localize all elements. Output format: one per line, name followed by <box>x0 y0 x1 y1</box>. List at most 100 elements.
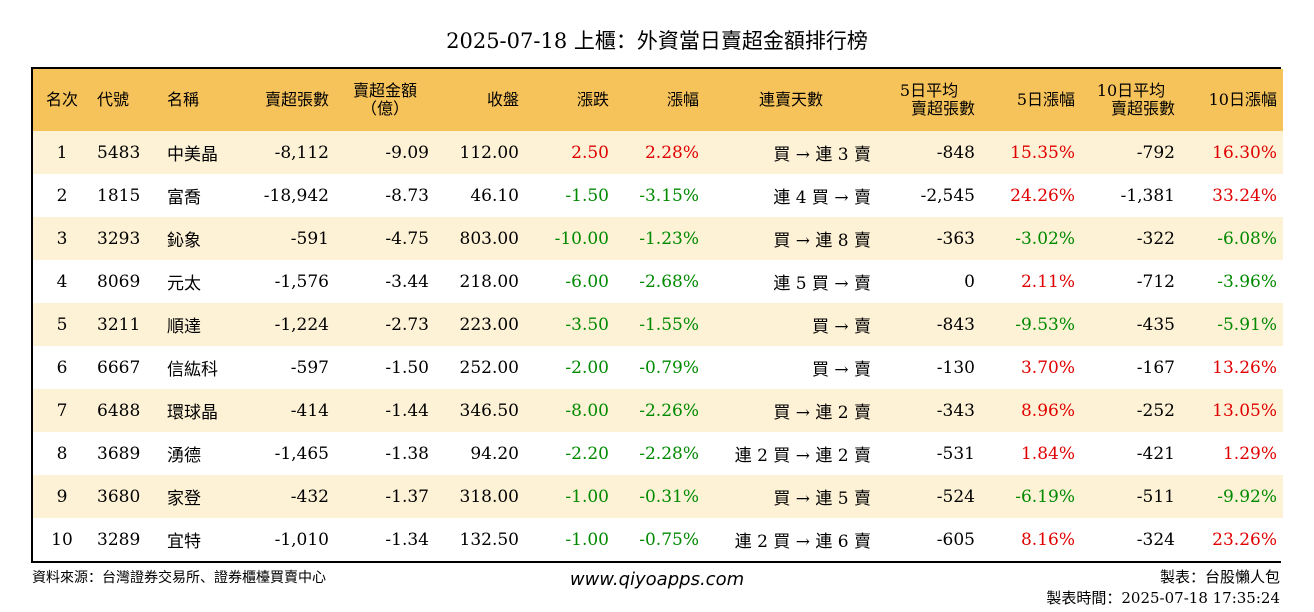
cell-name: 元太 <box>167 274 201 294</box>
cell-avg5: -531 <box>936 443 975 464</box>
cell-avg5: -605 <box>936 529 975 550</box>
cell-pct: 2.28% <box>644 142 699 163</box>
maker-label: 製表：台股懶人包 <box>1159 568 1280 586</box>
cell-pct5: 3.70% <box>1020 357 1075 378</box>
cell-avg10: -421 <box>1136 443 1175 464</box>
cell-pct5: 2.11% <box>1020 271 1075 292</box>
header-rank: 名次 <box>45 90 78 109</box>
ranking-table: 名次 代號 名稱 賣超張數 賣超金額 （億） 收盤 漲跌 漲幅 連賣天數 5日平… <box>33 69 1283 561</box>
cell-avg5: -343 <box>936 400 975 421</box>
table-row: 5 3211 順達 -1,224 -2.73 223.00 -3.50 -1.5… <box>33 303 1283 346</box>
cell-change: -2.00 <box>565 357 609 378</box>
cell-pct: -2.26% <box>639 400 699 421</box>
header-sell-amount-line2: （億） <box>360 99 409 118</box>
cell-pct10: -9.92% <box>1217 486 1277 507</box>
cell-avg5: -2,545 <box>920 185 975 206</box>
table-body: 1 5483 中美晶 -8,112 -9.09 112.00 2.50 2.28… <box>33 131 1283 561</box>
cell-avg5: 0 <box>964 271 975 292</box>
header-avg5-line2: 賣超張數 <box>910 99 975 118</box>
cell-streak: 買 → 連 3 賣 <box>773 145 871 165</box>
table-row: 6 6667 信紘科 -597 -1.50 252.00 -2.00 -0.79… <box>33 346 1283 389</box>
header-sell-amount-line1: 賣超金額 <box>352 81 417 100</box>
header-change: 漲跌 <box>576 90 609 109</box>
cell-close: 46.10 <box>470 185 519 206</box>
cell-pct10: 13.26% <box>1212 357 1277 378</box>
cell-name: 中美晶 <box>167 145 218 165</box>
cell-sell-amount: -1.37 <box>385 486 429 507</box>
cell-close: 94.20 <box>470 443 519 464</box>
cell-close: 112.00 <box>459 142 519 163</box>
cell-rank: 1 <box>56 142 68 163</box>
maker-info: 製表：台股懶人包 製表時間：2025-07-18 17:35:24 <box>1046 567 1280 609</box>
page-title: 2025-07-18 上櫃：外資當日賣超金額排行榜 <box>446 29 868 53</box>
cell-sell-amount: -4.75 <box>385 228 429 249</box>
cell-code: 1815 <box>97 185 141 206</box>
cell-change: -8.00 <box>565 400 609 421</box>
cell-change: -1.00 <box>565 529 609 550</box>
cell-avg5: -843 <box>936 314 975 335</box>
cell-pct: -0.31% <box>639 486 699 507</box>
cell-rank: 8 <box>56 443 68 464</box>
cell-pct: -2.28% <box>639 443 699 464</box>
cell-sell-shares: -1,010 <box>274 529 329 550</box>
cell-code: 3680 <box>97 486 141 507</box>
ranking-table-container: 名次 代號 名稱 賣超張數 賣超金額 （億） 收盤 漲跌 漲幅 連賣天數 5日平… <box>31 67 1283 563</box>
cell-pct: -0.75% <box>639 529 699 550</box>
cell-pct10: 16.30% <box>1212 142 1277 163</box>
data-source-note: 資料來源：台灣證券交易所、證券櫃檯買賣中心 <box>32 570 326 586</box>
cell-streak: 連 5 買 → 賣 <box>773 274 871 294</box>
cell-avg10: -324 <box>1136 529 1175 550</box>
cell-pct10: 1.29% <box>1222 443 1277 464</box>
cell-rank: 10 <box>51 529 73 550</box>
cell-sell-shares: -1,465 <box>274 443 329 464</box>
table-row: 4 8069 元太 -1,576 -3.44 218.00 -6.00 -2.6… <box>33 260 1283 303</box>
cell-streak: 連 2 買 → 連 2 賣 <box>734 446 871 466</box>
cell-streak: 買 → 連 5 賣 <box>773 489 871 509</box>
website-link[interactable]: www.qiyoapps.com <box>569 569 745 590</box>
cell-rank: 4 <box>56 271 68 292</box>
header-close: 收盤 <box>486 90 519 109</box>
header-sell-amount: 賣超金額 （億） <box>335 69 435 131</box>
header-code: 代號 <box>97 90 130 109</box>
cell-rank: 6 <box>56 357 68 378</box>
cell-sell-amount: -9.09 <box>385 142 429 163</box>
cell-streak: 買 → 賣 <box>811 317 871 337</box>
cell-sell-amount: -1.50 <box>385 357 429 378</box>
cell-change: -2.20 <box>565 443 609 464</box>
cell-code: 3293 <box>97 228 141 249</box>
cell-pct5: 8.16% <box>1020 529 1075 550</box>
cell-pct5: 15.35% <box>1010 142 1075 163</box>
cell-name: 宜特 <box>167 532 201 552</box>
cell-avg5: -848 <box>936 142 975 163</box>
cell-avg10: -252 <box>1136 400 1175 421</box>
cell-close: 252.00 <box>459 357 519 378</box>
table-row: 3 3293 鈊象 -591 -4.75 803.00 -10.00 -1.23… <box>33 217 1283 260</box>
cell-streak: 買 → 連 8 賣 <box>773 231 871 251</box>
cell-sell-shares: -597 <box>290 357 329 378</box>
table-row: 7 6488 環球晶 -414 -1.44 346.50 -8.00 -2.26… <box>33 389 1283 432</box>
cell-pct5: -6.19% <box>1015 486 1075 507</box>
cell-streak: 買 → 賣 <box>811 360 871 380</box>
cell-pct: -0.79% <box>639 357 699 378</box>
cell-code: 8069 <box>97 271 141 292</box>
cell-rank: 7 <box>56 400 68 421</box>
cell-code: 6488 <box>97 400 141 421</box>
cell-name: 順達 <box>167 317 201 337</box>
cell-sell-amount: -3.44 <box>385 271 429 292</box>
cell-avg10: -322 <box>1136 228 1175 249</box>
cell-rank: 9 <box>56 486 68 507</box>
cell-close: 218.00 <box>459 271 519 292</box>
cell-pct10: -6.08% <box>1217 228 1277 249</box>
cell-change: -1.50 <box>565 185 609 206</box>
cell-rank: 3 <box>56 228 68 249</box>
table-row: 2 1815 富喬 -18,942 -8.73 46.10 -1.50 -3.1… <box>33 174 1283 217</box>
header-avg5-line1: 5日平均 <box>899 81 959 100</box>
header-avg5: 5日平均 賣超張數 <box>877 69 981 131</box>
header-avg10: 10日平均 賣超張數 <box>1081 69 1181 131</box>
header-streak: 連賣天數 <box>758 90 823 109</box>
table-row: 9 3680 家登 -432 -1.37 318.00 -1.00 -0.31%… <box>33 475 1283 518</box>
cell-change: -1.00 <box>565 486 609 507</box>
cell-change: -3.50 <box>565 314 609 335</box>
cell-code: 3689 <box>97 443 141 464</box>
cell-sell-amount: -1.38 <box>385 443 429 464</box>
